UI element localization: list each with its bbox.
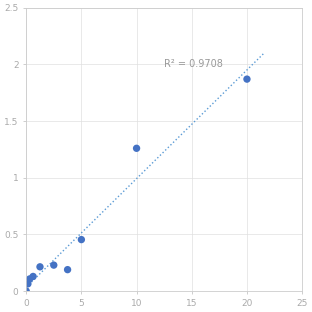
Point xyxy=(37,264,42,269)
Point xyxy=(245,77,250,82)
Text: R² = 0.9708: R² = 0.9708 xyxy=(164,59,223,69)
Point xyxy=(134,146,139,151)
Point xyxy=(25,281,30,286)
Point xyxy=(51,263,56,268)
Point xyxy=(27,276,32,281)
Point xyxy=(65,267,70,272)
Point xyxy=(79,237,84,242)
Point xyxy=(31,274,36,279)
Point xyxy=(24,289,29,294)
